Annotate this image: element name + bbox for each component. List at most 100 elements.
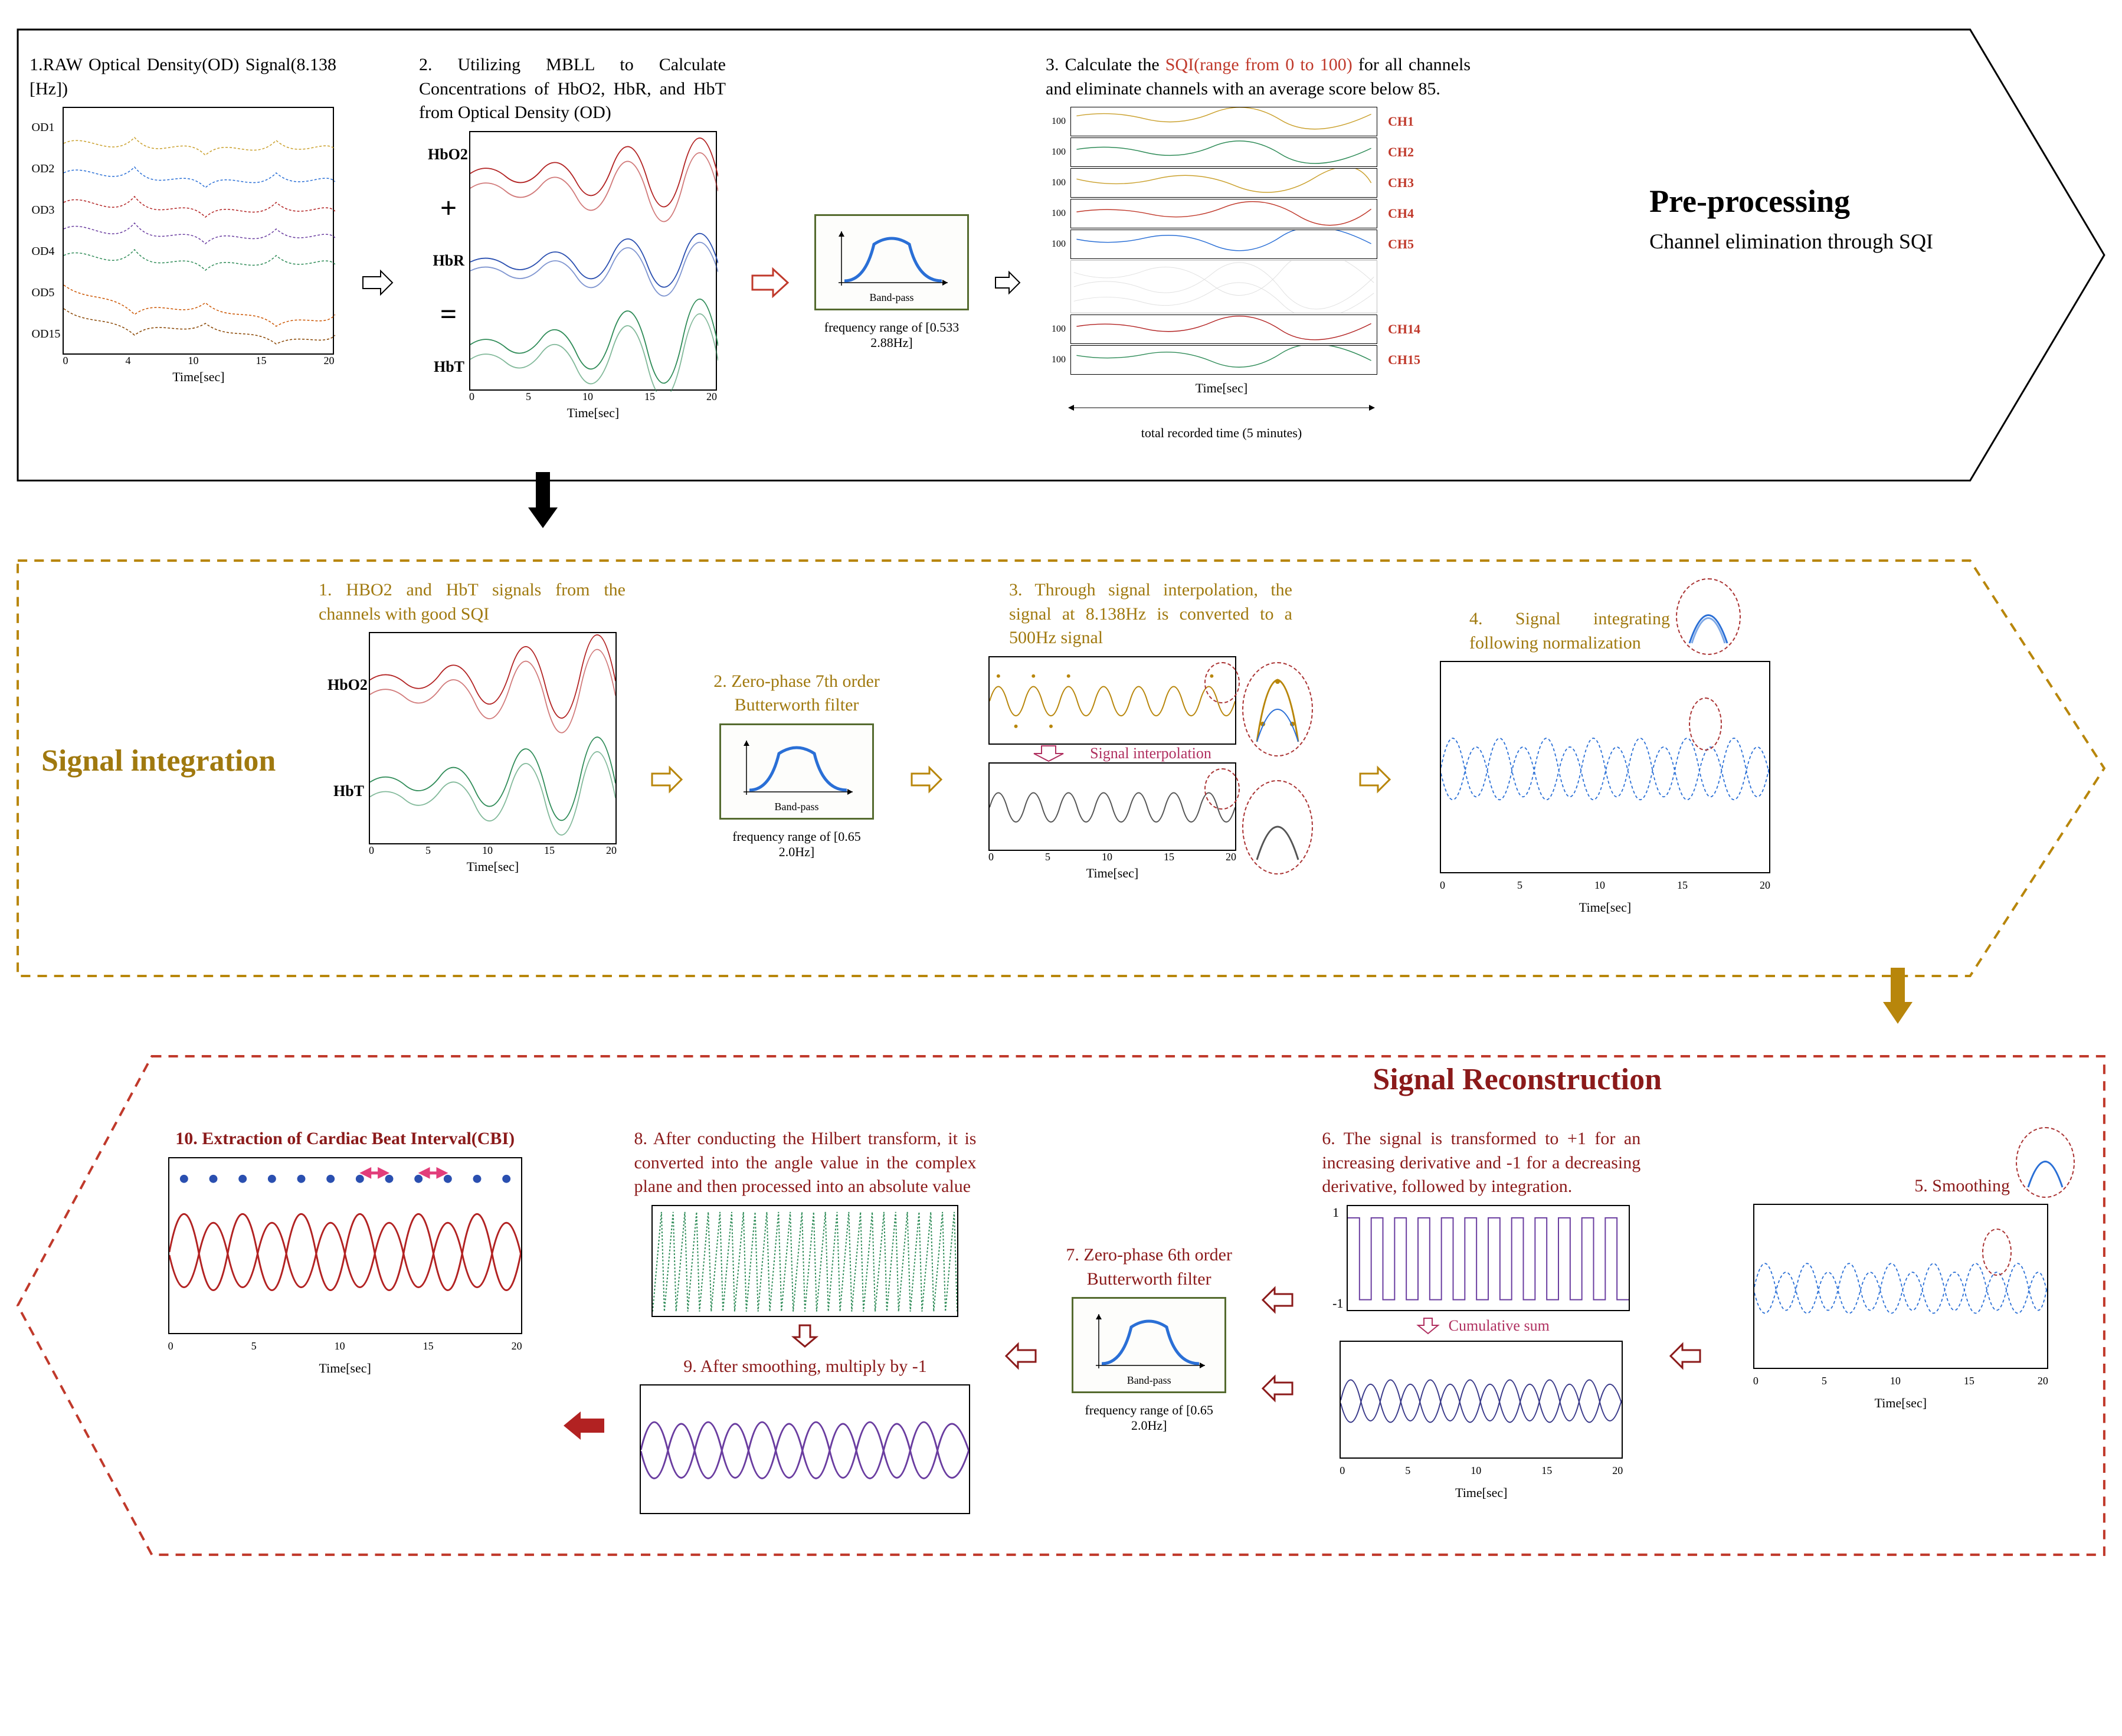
ytick: 100: [1046, 208, 1066, 219]
od-ylabel: OD1: [32, 121, 61, 135]
bandpass-box: Band-pass: [1072, 1297, 1226, 1393]
ch-label: CH14: [1382, 322, 1420, 337]
ytick: 100: [1046, 324, 1066, 335]
s2-step1-xaxis: Time[sec]: [369, 859, 617, 874]
s3-step10-xaxis: Time[sec]: [168, 1361, 522, 1376]
s3-step10-label: 10. Extraction of Cardiac Beat Interval(…: [175, 1127, 515, 1151]
step3-sqi-hl: SQI(range from 0 to 100): [1165, 55, 1353, 74]
bandpass-caption: frequency range of [0.533 2.88Hz]: [821, 320, 962, 351]
sqi-row: 100 CH14: [1046, 315, 1420, 344]
arrow-left-maroon-icon: [1260, 1285, 1295, 1315]
s2-step3-label: 3. Through signal interpolation, the sig…: [1009, 578, 1292, 650]
xtick: 5: [526, 391, 531, 403]
xtick: 0: [1440, 879, 1445, 892]
arrow-down-pink-icon: [1413, 1317, 1443, 1335]
sqi-row: 100CH3: [1046, 168, 1420, 198]
od-ylabel: OD4: [32, 245, 61, 258]
arrow-down-pink-icon: [1013, 745, 1084, 762]
xtick: 20: [706, 391, 717, 403]
xtick: 5: [425, 844, 431, 857]
step3-sqi: 3. Calculate the SQI(range from 0 to 100…: [1046, 53, 1494, 441]
s3-step5: 5. Smoothing 0 5 10 15 20: [1727, 1127, 2075, 1411]
raw-od-chart: [63, 107, 334, 355]
s3-step9-chart: [640, 1384, 970, 1514]
arrow-right-icon: [993, 270, 1022, 296]
s3-step6-label: 6. The signal is transformed to +1 for a…: [1322, 1127, 1640, 1199]
sqi-footnote: total recorded time (5 minutes): [1068, 425, 1375, 441]
xtick: 10: [335, 1340, 345, 1352]
s2-step3-xaxis: Time[sec]: [988, 866, 1236, 881]
xtick: 20: [2038, 1375, 2048, 1387]
s3-step5-label: 5. Smoothing: [1914, 1174, 2010, 1198]
s3-step6-chart: [1347, 1205, 1630, 1311]
hbo2-label: HbO2: [328, 676, 369, 694]
cumsum-label: Cumulative sum: [1449, 1317, 1550, 1335]
s2-step4-label: 4. Signal integrating following normaliz…: [1469, 607, 1670, 655]
bandpass-label: Band-pass: [870, 291, 914, 304]
xtick: 10: [188, 355, 198, 367]
bandpass-box: Band-pass: [719, 723, 874, 820]
xtick: 20: [1612, 1465, 1623, 1477]
s3-bp-order: 7. Zero-phase 6th order Butterworth filt…: [1062, 1243, 1236, 1291]
zoom-circle: [1689, 697, 1722, 751]
sqi-row: 100CH2: [1046, 137, 1420, 167]
s3-step6-cumsum-chart: [1340, 1341, 1623, 1459]
sqi-plot: [1070, 137, 1377, 167]
sqi-plot: [1070, 107, 1377, 136]
arrow-right-gold-icon: [649, 765, 685, 794]
ytick: 100: [1046, 116, 1066, 127]
step1-label: 1.RAW Optical Density(OD) Signal(8.138 […: [30, 53, 336, 101]
sqi-plot: [1070, 345, 1377, 375]
xtick: 5: [1405, 1465, 1410, 1477]
sqi-plot: [1070, 315, 1377, 344]
arrow-left-maroon-icon: [1003, 1341, 1039, 1371]
hbr-label: HbR: [428, 252, 469, 270]
bandpass-label: Band-pass: [1127, 1374, 1171, 1387]
sqi-plot: [1070, 168, 1377, 198]
zoom-circle: [1982, 1229, 2012, 1276]
ch-label: CH2: [1382, 145, 1414, 160]
bandpass-box: Band-pass: [814, 214, 969, 310]
zoom-insets: [1242, 662, 1313, 874]
xtick: 10: [582, 391, 593, 403]
sqi-plot: [1070, 230, 1377, 259]
interp-label: Signal interpolation: [1090, 745, 1211, 762]
sqi-row: 100CH1: [1046, 107, 1420, 136]
mbll-chart: [469, 131, 717, 391]
hbt-label: HbT: [428, 358, 469, 376]
zoom-circle: [1204, 768, 1240, 810]
s3-step8-9: 8. After conducting the Hilbert transfor…: [631, 1127, 979, 1514]
xtick: 10: [1594, 879, 1605, 892]
s3-step10: 10. Extraction of Cardiac Beat Interval(…: [153, 1127, 536, 1376]
arrow-right-gold-icon: [1357, 765, 1393, 794]
equals-op: =: [428, 299, 469, 329]
s3-step5-xaxis: Time[sec]: [1753, 1396, 2048, 1411]
od-ylabel: OD5: [32, 286, 61, 300]
xtick: 15: [644, 391, 655, 403]
step2-label: 2. Utilizing MBLL to Calculate Concentra…: [419, 53, 726, 125]
s2-step4-xaxis: Time[sec]: [1440, 900, 1770, 915]
sqi-xaxis: Time[sec]: [1068, 381, 1375, 396]
xtick: 20: [606, 844, 617, 857]
sqi-plot: [1070, 199, 1377, 228]
xtick: 15: [256, 355, 266, 367]
step3-pre: 3. Calculate the: [1046, 55, 1165, 74]
s2-step1: 1. HBO2 and HbT signals from the channel…: [319, 578, 626, 874]
ytick: 100: [1046, 178, 1066, 188]
stage-signal-reconstruction: Signal Reconstruction 5. Smoothing: [12, 1050, 2110, 1558]
step1-xaxis: Time[sec]: [63, 369, 334, 385]
xtick: 20: [1760, 879, 1770, 892]
xtick: 0: [168, 1340, 173, 1352]
arrow-right-gold-icon: [909, 765, 944, 794]
step3-label: 3. Calculate the SQI(range from 0 to 100…: [1046, 53, 1471, 101]
xtick: 0: [1340, 1465, 1345, 1477]
s3-bp-arrows: [1260, 1285, 1295, 1403]
xtick: 0: [469, 391, 474, 403]
xtick: 15: [1541, 1465, 1552, 1477]
s2-bp-caption: frequency range of [0.65 2.0Hz]: [726, 829, 867, 860]
stage-signal-integration: Signal integration 1. HBO2 and HbT signa…: [12, 555, 2110, 980]
sqi-row: 100CH15: [1046, 345, 1420, 375]
arrow-right-icon: [360, 268, 395, 297]
xtick: 4: [125, 355, 130, 367]
s3-step6: 6. The signal is transformed to +1 for a…: [1319, 1127, 1644, 1501]
